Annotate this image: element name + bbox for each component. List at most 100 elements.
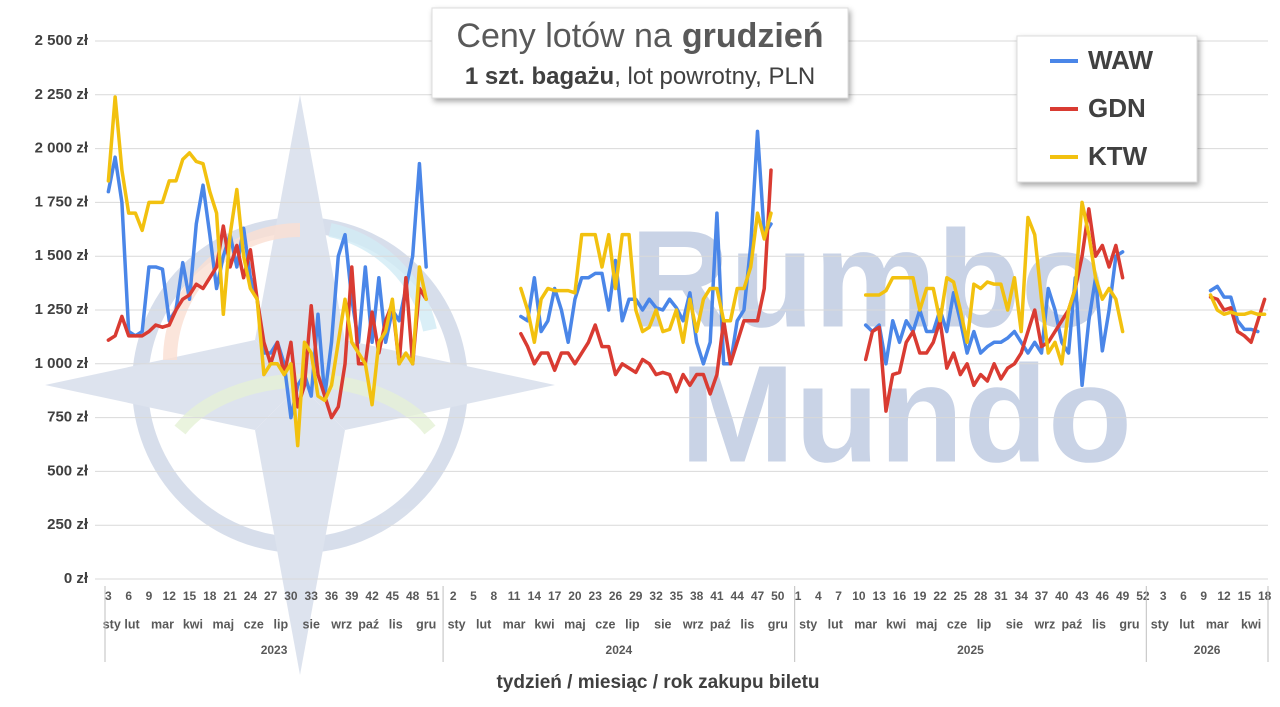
month-label: wrz bbox=[1033, 617, 1055, 631]
month-label: lip bbox=[977, 617, 992, 631]
y-tick-label: 750 zł bbox=[47, 409, 89, 426]
x-tick-label: 16 bbox=[893, 589, 907, 603]
x-tick-label: 12 bbox=[1217, 589, 1231, 603]
year-label: 2024 bbox=[606, 643, 633, 657]
x-axis-title: tydzień / miesiąc / rok zakupu biletu bbox=[496, 672, 819, 693]
month-label: cze bbox=[595, 617, 615, 631]
x-tick-label: 12 bbox=[163, 589, 177, 603]
month-label: gru bbox=[416, 617, 436, 631]
month-label: lis bbox=[740, 617, 754, 631]
y-tick-label: 500 zł bbox=[47, 462, 89, 479]
x-tick-label: 28 bbox=[974, 589, 988, 603]
x-tick-label: 35 bbox=[670, 589, 684, 603]
x-tick-label: 17 bbox=[548, 589, 562, 603]
legend-label: WAW bbox=[1088, 45, 1153, 75]
month-label: maj bbox=[564, 617, 586, 631]
x-tick-label: 48 bbox=[406, 589, 420, 603]
month-label: lut bbox=[124, 617, 140, 631]
month-label: wrz bbox=[330, 617, 352, 631]
x-tick-label: 15 bbox=[183, 589, 197, 603]
month-label: sty bbox=[1151, 617, 1169, 631]
month-label: cze bbox=[947, 617, 967, 631]
x-tick-label: 9 bbox=[1200, 589, 1207, 603]
x-tick-label: 14 bbox=[528, 589, 542, 603]
month-label: lut bbox=[828, 617, 844, 631]
month-label: kwi bbox=[534, 617, 554, 631]
x-tick-label: 38 bbox=[690, 589, 704, 603]
y-tick-label: 0 zł bbox=[64, 570, 89, 587]
month-label: kwi bbox=[1241, 617, 1261, 631]
year-label: 2026 bbox=[1194, 643, 1221, 657]
month-label: wrz bbox=[682, 617, 704, 631]
x-tick-label: 29 bbox=[629, 589, 643, 603]
legend-label: KTW bbox=[1088, 141, 1148, 171]
x-tick-label: 52 bbox=[1136, 589, 1150, 603]
x-tick-label: 44 bbox=[731, 589, 745, 603]
legend-background bbox=[1016, 35, 1198, 183]
x-tick-label: 45 bbox=[386, 589, 400, 603]
x-tick-label: 27 bbox=[264, 589, 278, 603]
x-tick-label: 18 bbox=[203, 589, 217, 603]
month-label: paź bbox=[1061, 617, 1082, 631]
month-label: mar bbox=[151, 617, 174, 631]
x-tick-label: 6 bbox=[1180, 589, 1187, 603]
y-tick-label: 2 000 zł bbox=[35, 140, 89, 157]
month-label: lis bbox=[1092, 617, 1106, 631]
y-tick-label: 2 500 zł bbox=[35, 32, 89, 49]
x-tick-label: 26 bbox=[609, 589, 623, 603]
x-tick-label: 22 bbox=[933, 589, 947, 603]
x-tick-label: 36 bbox=[325, 589, 339, 603]
subtitle-part: , lot powrotny, PLN bbox=[614, 63, 815, 90]
month-label: gru bbox=[768, 617, 788, 631]
y-tick-label: 2 250 zł bbox=[35, 86, 89, 103]
x-tick-label: 11 bbox=[508, 589, 521, 603]
watermark-compass bbox=[45, 95, 555, 675]
title-part: grudzień bbox=[682, 17, 824, 55]
month-label: paź bbox=[358, 617, 379, 631]
month-label: lip bbox=[625, 617, 640, 631]
x-tick-label: 49 bbox=[1116, 589, 1130, 603]
chart-title: Ceny lotów na grudzień bbox=[456, 17, 823, 55]
x-tick-label: 9 bbox=[146, 589, 153, 603]
month-label: paź bbox=[710, 617, 731, 631]
month-label: sty bbox=[448, 617, 466, 631]
x-tick-label: 24 bbox=[244, 589, 258, 603]
watermark-text: Mundo bbox=[680, 337, 1132, 491]
x-tick-label: 3 bbox=[105, 589, 112, 603]
x-tick-label: 32 bbox=[649, 589, 663, 603]
x-tick-label: 40 bbox=[1055, 589, 1069, 603]
month-label: lut bbox=[476, 617, 492, 631]
x-tick-label: 5 bbox=[470, 589, 477, 603]
x-tick-label: 18 bbox=[1258, 589, 1272, 603]
x-tick-label: 37 bbox=[1035, 589, 1049, 603]
month-label: sie bbox=[303, 617, 320, 631]
series-line bbox=[106, 168, 1267, 420]
x-tick-label: 10 bbox=[852, 589, 866, 603]
x-tick-label: 1 bbox=[795, 589, 802, 603]
x-tick-label: 39 bbox=[345, 589, 359, 603]
month-label: gru bbox=[1119, 617, 1139, 631]
month-label: sty bbox=[103, 617, 121, 631]
x-tick-label: 47 bbox=[751, 589, 765, 603]
axes: 0 zł 250 zł 500 zł 750 zł 1 000 zł 1 250 zł 1 … bbox=[35, 32, 1272, 662]
series-line bbox=[106, 95, 1267, 448]
x-tick-label: 7 bbox=[835, 589, 842, 603]
legend-label: GDN bbox=[1088, 93, 1146, 123]
month-label: sty bbox=[799, 617, 817, 631]
month-label: sie bbox=[1006, 617, 1023, 631]
x-tick-label: 19 bbox=[913, 589, 927, 603]
year-label: 2025 bbox=[957, 643, 984, 657]
legend: WAW GDN KTW bbox=[1016, 35, 1198, 183]
y-tick-label: 1 750 zł bbox=[35, 193, 89, 210]
y-tick-label: 250 zł bbox=[47, 516, 89, 533]
month-label: mar bbox=[854, 617, 877, 631]
x-tick-label: 15 bbox=[1238, 589, 1252, 603]
lines bbox=[106, 95, 1267, 448]
x-tick-label: 8 bbox=[490, 589, 497, 603]
month-label: lip bbox=[274, 617, 289, 631]
x-tick-label: 41 bbox=[710, 589, 724, 603]
month-label: lis bbox=[389, 617, 403, 631]
chart-subtitle: 1 szt. bagażu, lot powrotny, PLN bbox=[465, 63, 815, 90]
x-tick-label: 43 bbox=[1075, 589, 1089, 603]
